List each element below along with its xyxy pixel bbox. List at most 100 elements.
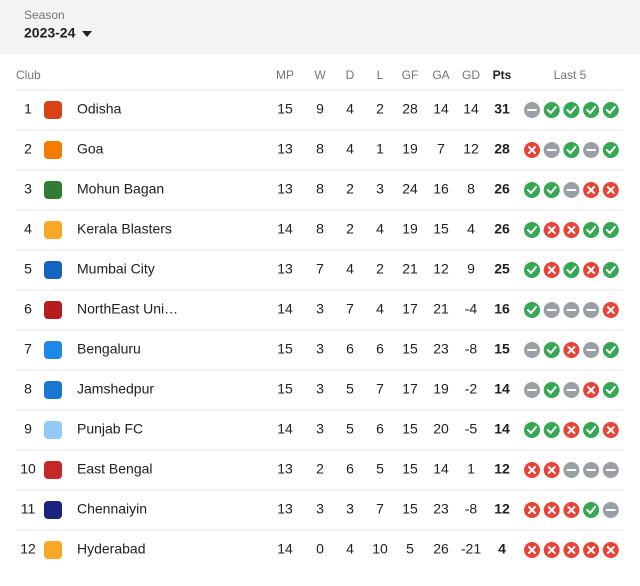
result-W	[543, 422, 560, 438]
stat-mp: 13	[277, 461, 293, 477]
result-icon	[587, 386, 596, 394]
result-L	[563, 422, 580, 438]
result-W	[524, 262, 540, 278]
stat-gd: -21	[461, 541, 481, 557]
stat-w: 8	[316, 221, 324, 237]
result-badge	[602, 102, 619, 118]
club-logo	[44, 421, 62, 439]
club-logo	[44, 341, 62, 359]
result-badge	[524, 262, 540, 278]
result-D	[524, 342, 540, 358]
stat-d: 2	[346, 181, 354, 197]
stat-gf: 5	[406, 541, 414, 557]
result-W	[602, 342, 619, 358]
column-header: Pts	[493, 68, 512, 82]
result-icon	[547, 506, 556, 514]
club-name: NorthEast Uni…	[77, 301, 178, 317]
season-dropdown[interactable]: 2023-24	[24, 25, 76, 41]
result-D	[524, 382, 540, 398]
result-icon	[606, 306, 615, 314]
club-logo	[44, 381, 62, 399]
result-L	[583, 382, 600, 398]
rank: 12	[20, 541, 36, 557]
result-icon	[546, 426, 557, 435]
result-icon	[547, 266, 556, 274]
stat-mp: 14	[277, 421, 293, 437]
stat-d: 4	[346, 261, 354, 277]
stat-pts: 14	[494, 421, 510, 437]
result-icon	[605, 266, 616, 275]
result-badge	[583, 222, 600, 238]
club-logo	[44, 541, 62, 559]
stat-w: 3	[316, 381, 324, 397]
stat-pts: 12	[494, 501, 510, 517]
stat-gf: 19	[402, 141, 418, 157]
stat-ga: 26	[433, 541, 449, 557]
rank: 5	[24, 261, 32, 277]
result-icon	[567, 426, 576, 434]
result-icon	[605, 386, 616, 395]
stat-w: 3	[316, 341, 324, 357]
result-D	[583, 462, 600, 478]
result-icon	[528, 466, 536, 474]
result-icon	[586, 106, 597, 115]
stat-ga: 16	[433, 181, 449, 197]
club-name: Odisha	[77, 101, 122, 117]
result-icon	[528, 506, 536, 514]
dropdown-arrow[interactable]	[82, 31, 92, 37]
stat-gd: 8	[467, 181, 475, 197]
club-logo	[44, 261, 62, 279]
result-icon	[605, 346, 616, 355]
stat-ga: 19	[433, 381, 449, 397]
result-icon	[606, 546, 615, 554]
result-icon	[527, 226, 537, 235]
stat-gd: 14	[463, 101, 479, 117]
stat-mp: 15	[277, 381, 293, 397]
result-badge	[602, 142, 619, 158]
stat-mp: 13	[277, 501, 293, 517]
result-D	[563, 462, 580, 478]
club-logo	[44, 101, 62, 119]
season-label: Season	[24, 8, 65, 22]
stat-ga: 23	[433, 341, 449, 357]
result-L	[602, 542, 619, 558]
stat-pts: 25	[494, 261, 510, 277]
result-L	[543, 462, 560, 478]
stat-w: 8	[316, 141, 324, 157]
result-W	[543, 342, 560, 358]
column-header: GA	[432, 68, 449, 82]
result-W	[524, 222, 540, 238]
result-L	[563, 542, 580, 558]
stat-l: 6	[376, 341, 384, 357]
club-logo	[44, 141, 62, 159]
result-badge	[602, 342, 619, 358]
stat-mp: 13	[277, 181, 293, 197]
result-L	[543, 262, 560, 278]
result-icon	[586, 506, 597, 515]
result-badge	[543, 102, 560, 118]
result-icon	[547, 466, 556, 474]
rank: 8	[24, 381, 32, 397]
result-D	[602, 502, 619, 518]
stat-gf: 21	[402, 261, 418, 277]
result-W	[583, 222, 600, 238]
result-icon	[527, 266, 537, 275]
stat-pts: 4	[498, 541, 506, 557]
result-badge	[583, 502, 600, 518]
stat-gd: 12	[463, 141, 479, 157]
result-L	[543, 222, 560, 238]
result-badge	[583, 102, 600, 118]
result-L	[563, 222, 580, 238]
stat-l: 1	[376, 141, 384, 157]
stat-mp: 13	[277, 261, 293, 277]
stat-gf: 15	[402, 421, 418, 437]
stat-l: 6	[376, 421, 384, 437]
result-badge	[524, 222, 540, 238]
club-name: Chennaiyin	[77, 501, 147, 517]
result-L	[583, 262, 600, 278]
rank: 2	[24, 141, 32, 157]
result-icon	[587, 546, 596, 554]
result-icon	[587, 266, 596, 274]
result-badge	[543, 422, 560, 438]
